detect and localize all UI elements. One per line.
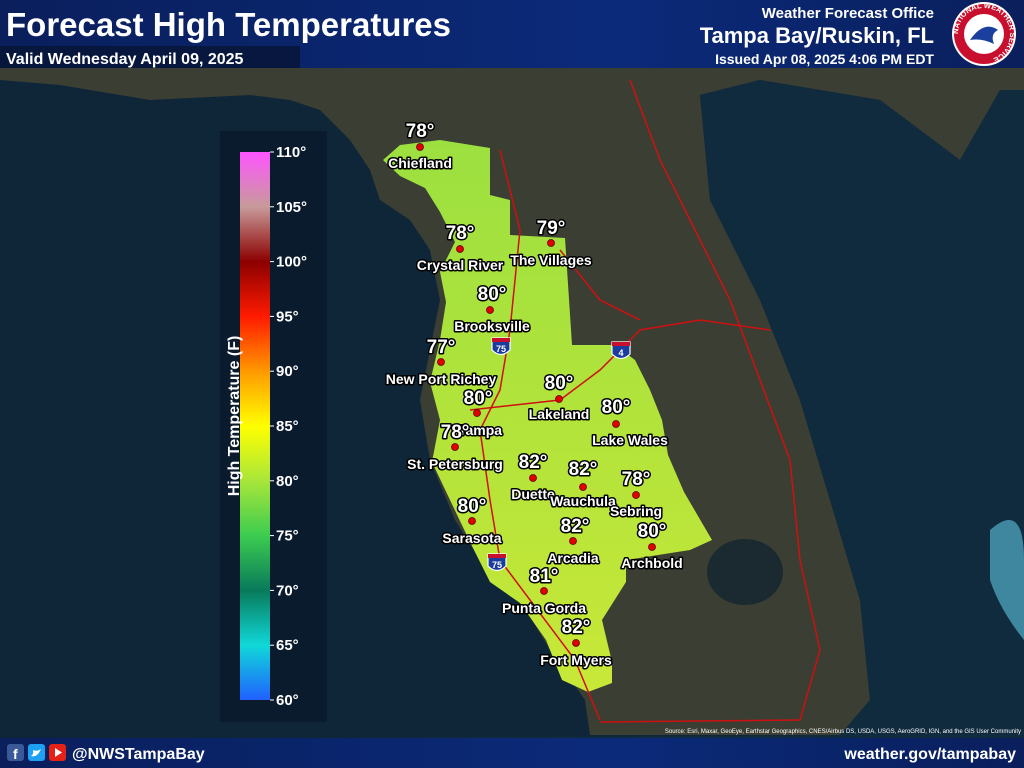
website[interactable]: weather.gov/tampabay (843, 746, 1016, 763)
svg-text:f: f (13, 746, 18, 762)
city-temp: 80° (638, 521, 667, 542)
interstate-shield-top (612, 342, 630, 346)
city-dot (648, 543, 656, 551)
issued: Issued Apr 08, 2025 4:06 PM EDT (715, 51, 934, 67)
location: Tampa Bay/Ruskin, FL (700, 23, 934, 48)
interstate-shield-top (488, 554, 506, 558)
city-dot (540, 587, 548, 595)
city-name: Archbold (621, 555, 682, 571)
interstate-shield (487, 553, 507, 572)
legend-tick-label: 90° (276, 363, 299, 380)
legend-tick-label: 85° (276, 418, 299, 435)
city-name: Fort Myers (540, 652, 612, 668)
interstate-shield-top (492, 338, 510, 342)
city-dot (473, 409, 481, 417)
city-dot (547, 239, 555, 247)
interstate-shield (491, 337, 511, 356)
city-dot (416, 143, 424, 151)
city-temp: 80° (478, 284, 507, 305)
city-temp: 80° (458, 496, 487, 517)
nws-logo: NATIONAL WEATHER SERVICE (951, 1, 1017, 66)
city-dot (612, 420, 620, 428)
city-name: The Villages (510, 252, 592, 268)
city-name: Duette (511, 486, 555, 502)
city-name: Sarasota (442, 530, 501, 546)
interstate-label: 75 (492, 560, 502, 570)
city-name: Punta Gorda (502, 600, 586, 616)
city-dot (579, 483, 587, 491)
legend-tick-label: 70° (276, 582, 299, 599)
interstate-shield (611, 341, 631, 360)
city-temp: 81° (530, 566, 559, 587)
city-dot (486, 306, 494, 314)
city-name: Chiefland (388, 155, 452, 171)
city-temp: 78° (446, 223, 475, 244)
city-dot (529, 474, 537, 482)
city-dot (569, 537, 577, 545)
city-temp: 78° (622, 469, 651, 490)
legend-tick-label: 100° (276, 254, 307, 271)
city-dot (451, 443, 459, 451)
legend-title: High Temperature (F) (226, 336, 243, 497)
legend-tick-label: 75° (276, 528, 299, 545)
office: Weather Forecast Office (762, 5, 934, 22)
source: Source: Esri, Maxar, GeoEye, Earthstar G… (665, 729, 1021, 735)
city-name: St. Petersburg (407, 456, 503, 472)
color-bar (240, 152, 270, 700)
city-temp: 80° (602, 397, 631, 418)
city-dot (572, 639, 580, 647)
city-temp: 82° (562, 617, 591, 638)
city-name: Lake Wales (592, 432, 668, 448)
interstate-label: 75 (496, 344, 506, 354)
handle[interactable]: @NWSTampaBay (72, 746, 205, 763)
legend-tick-label: 105° (276, 199, 307, 216)
city-name: Wauchula (550, 493, 616, 509)
legend-tick-label: 65° (276, 637, 299, 654)
city-name: Crystal River (417, 257, 504, 273)
legend-tick-label: 110° (276, 144, 306, 161)
city-name: New Port Richey (386, 371, 497, 387)
title: Forecast High Temperatures (6, 6, 451, 43)
interstate-label: 4 (618, 348, 623, 358)
city-name: Brooksville (454, 318, 530, 334)
city-dot (437, 358, 445, 366)
city-name: Tampa (458, 422, 502, 438)
city-dot (468, 517, 476, 525)
city-temp: 82° (569, 459, 598, 480)
city-temp: 78° (406, 121, 435, 142)
city-dot (632, 491, 640, 499)
forecast-area (383, 140, 712, 692)
city-name: Lakeland (529, 406, 590, 422)
legend-tick-label: 80° (276, 473, 299, 490)
city-temp: 77° (427, 337, 456, 358)
valid-date: Valid Wednesday April 09, 2025 (6, 51, 244, 68)
footer-bar (0, 738, 1024, 768)
city-dot (456, 245, 464, 253)
city-temp: 80° (545, 373, 574, 394)
social-icons[interactable]: f (7, 744, 66, 762)
city-temp: 82° (561, 516, 590, 537)
legend-tick-label: 95° (276, 308, 299, 325)
city-temp: 80° (464, 388, 493, 409)
city-temp: 82° (519, 452, 548, 473)
city-name: Arcadia (547, 550, 599, 566)
city-temp: 78° (441, 422, 470, 443)
city-temp: 79° (537, 218, 566, 239)
legend-tick-label: 60° (276, 692, 299, 709)
city-dot (555, 395, 563, 403)
city-name: Sebring (610, 503, 662, 519)
